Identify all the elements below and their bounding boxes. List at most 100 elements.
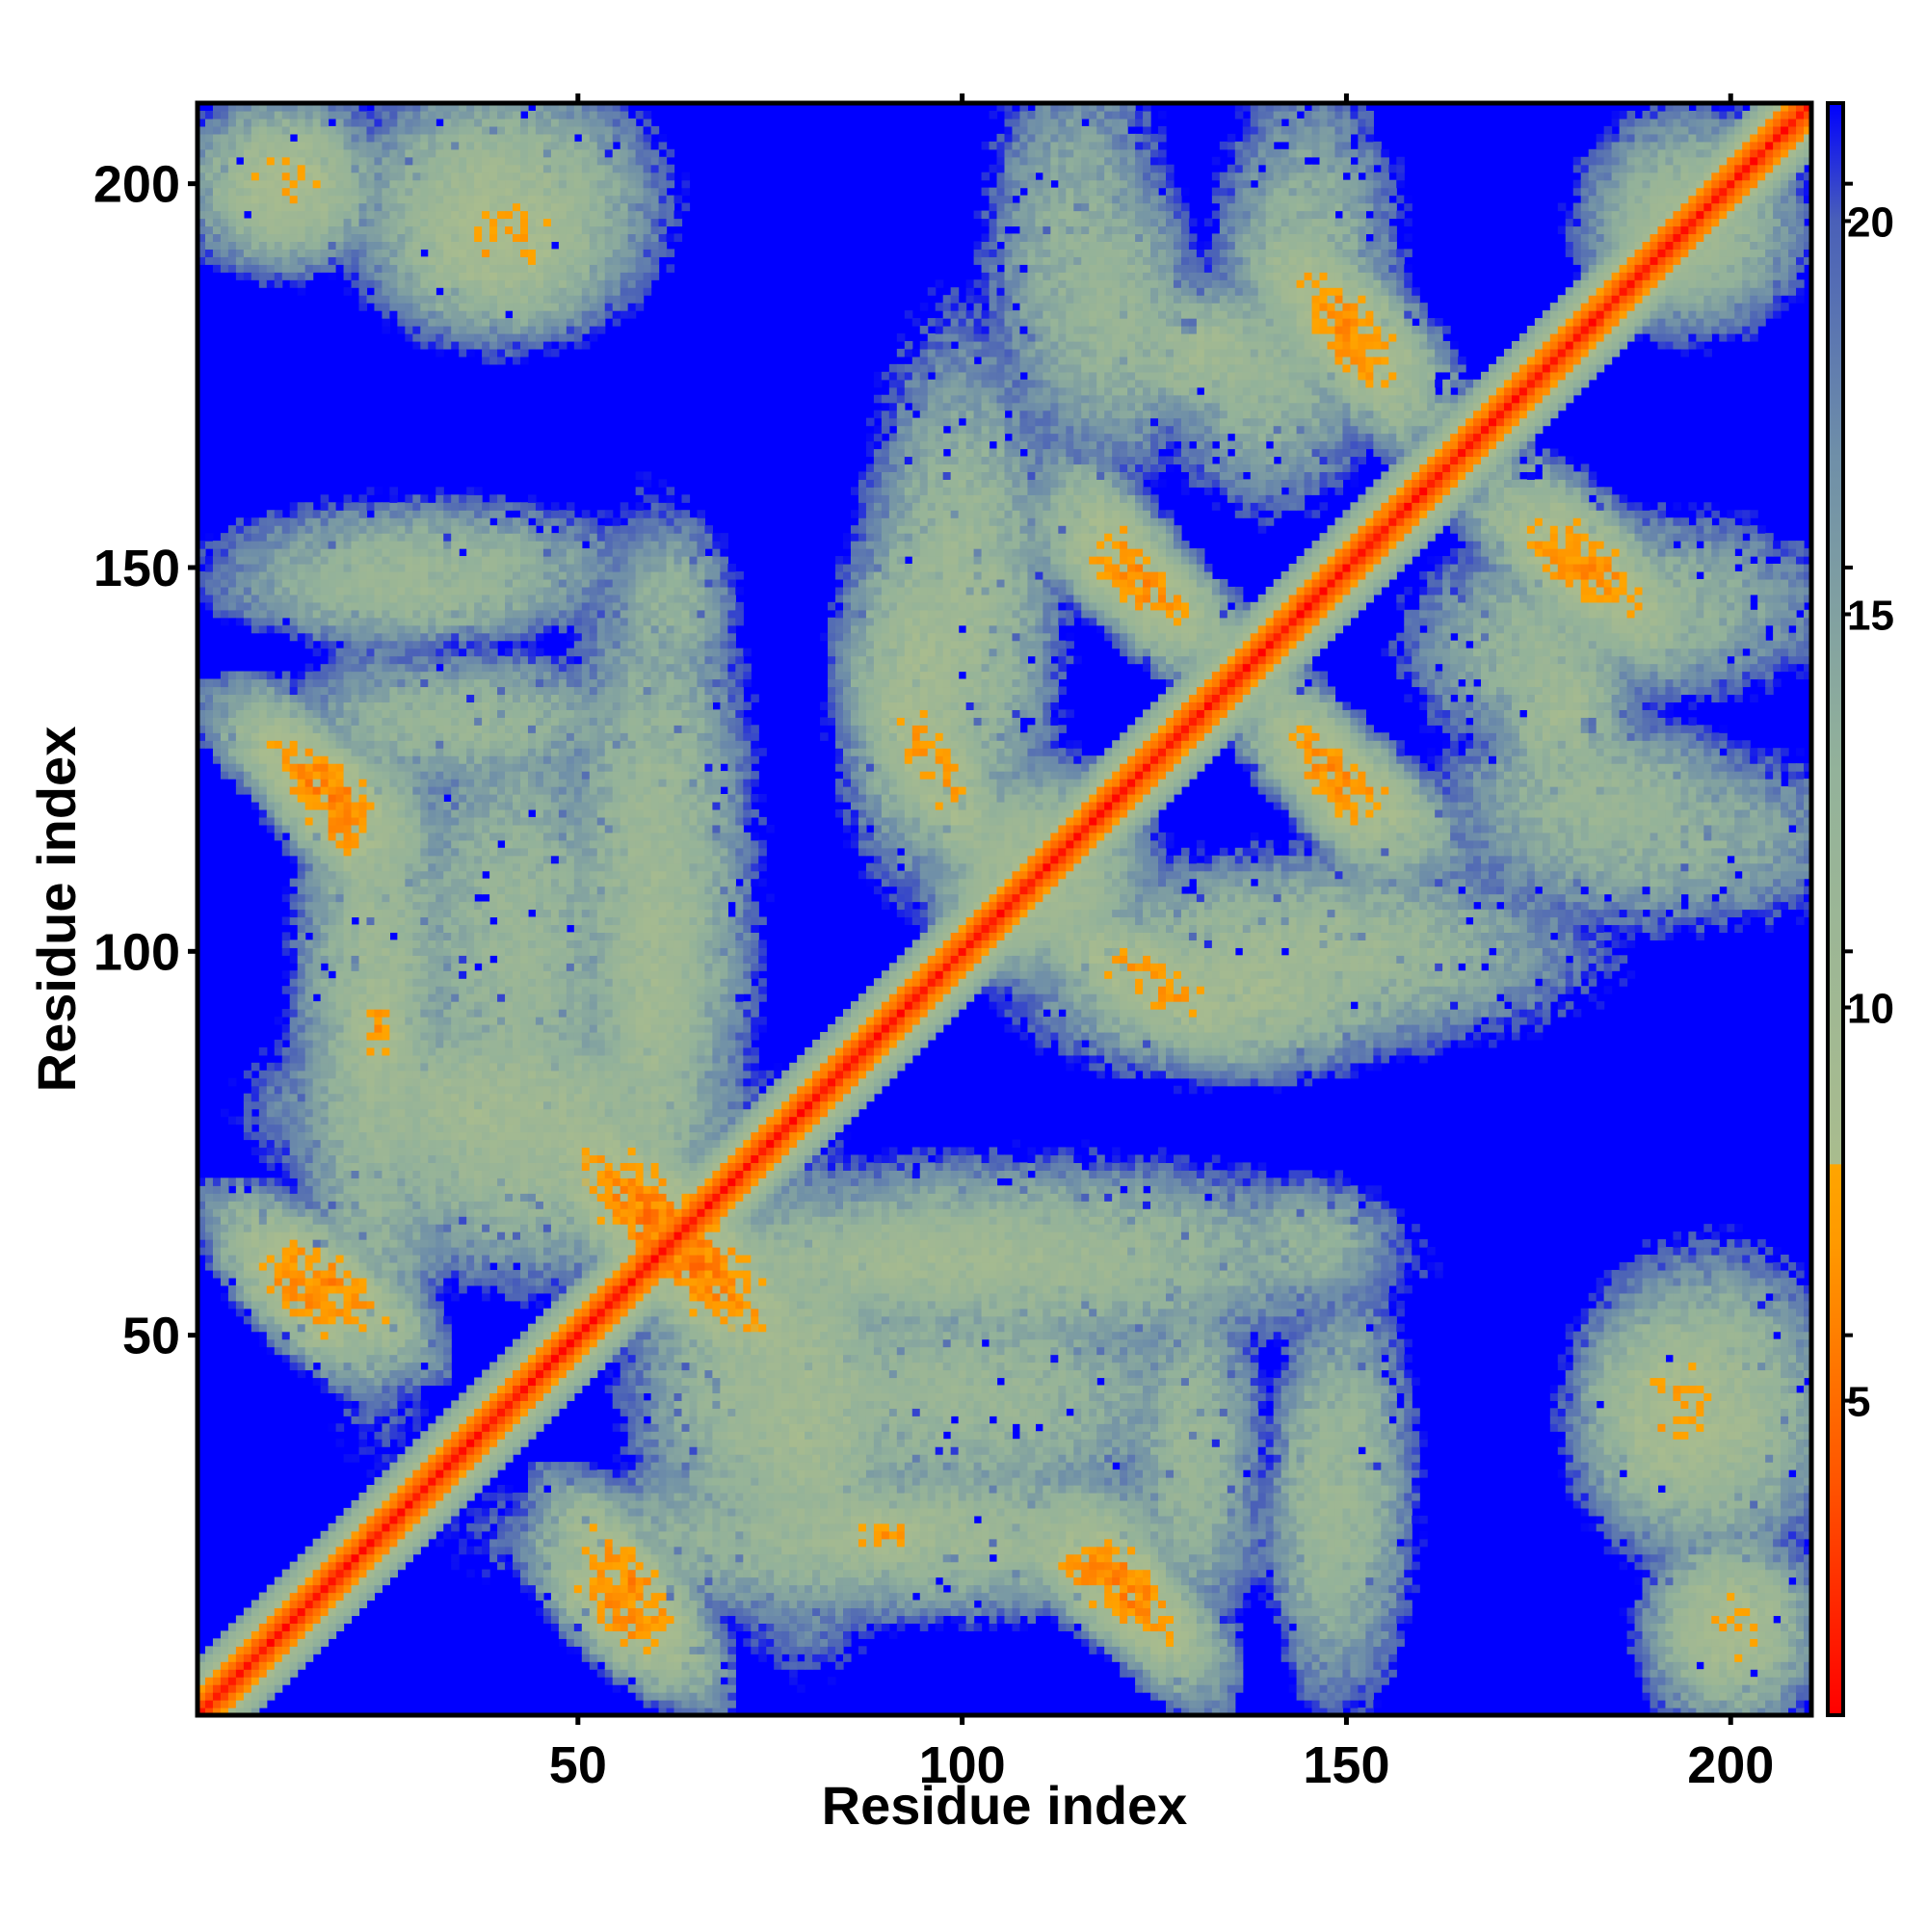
heatmap-cell (236, 779, 245, 787)
heatmap-cell (259, 1654, 268, 1662)
heatmap-cell (352, 1508, 360, 1517)
heatmap-cell (352, 1094, 360, 1102)
heatmap-cell (259, 1332, 268, 1340)
heatmap-cell (397, 932, 406, 940)
heatmap-cell (405, 1162, 413, 1171)
heatmap-cell (397, 648, 406, 657)
heatmap-cell (359, 494, 368, 503)
heatmap-cell (251, 779, 260, 787)
heatmap-cell (389, 1239, 398, 1248)
heatmap-cell (412, 510, 421, 518)
heatmap-cell (344, 1255, 353, 1263)
heatmap-cell (436, 1201, 444, 1209)
heatmap-cell (251, 1309, 260, 1317)
heatmap-cell (236, 1247, 245, 1256)
heatmap-cell (329, 1562, 337, 1571)
heatmap-cell (366, 1347, 375, 1356)
heatmap-cell (290, 502, 299, 511)
heatmap-cell (251, 272, 260, 280)
heatmap-cell (305, 256, 314, 265)
heatmap-cell (329, 241, 337, 250)
heatmap-cell (420, 1154, 429, 1163)
heatmap-cell (359, 1094, 368, 1102)
heatmap-cell (213, 233, 222, 242)
heatmap-cell (474, 771, 483, 780)
heatmap-cell (428, 256, 436, 265)
heatmap-cell (359, 225, 368, 234)
heatmap-cell (321, 233, 330, 242)
heatmap-cell (305, 610, 314, 619)
heatmap-cell (352, 1201, 360, 1209)
heatmap-cell (313, 902, 322, 911)
heatmap-cell (451, 786, 460, 795)
heatmap-cell (428, 279, 436, 288)
heatmap-cell (221, 134, 229, 143)
heatmap-cell (344, 1162, 353, 1171)
heatmap-cell (412, 1347, 421, 1356)
heatmap-cell (298, 947, 306, 956)
heatmap-cell (336, 871, 345, 880)
heatmap-cell (305, 1278, 314, 1286)
heatmap-cell (205, 1247, 214, 1256)
heatmap-cell (336, 1040, 345, 1048)
heatmap-cell (474, 1208, 483, 1217)
heatmap-cell (366, 1392, 375, 1401)
heatmap-cell (389, 879, 398, 887)
heatmap-cell (290, 1332, 299, 1340)
heatmap-cell (359, 725, 368, 733)
heatmap-cell (313, 1154, 322, 1163)
heatmap-cell (412, 134, 421, 143)
heatmap-cell (374, 165, 383, 173)
heatmap-cell (228, 602, 237, 611)
heatmap-cell (459, 840, 467, 849)
heatmap-cell (359, 910, 368, 918)
heatmap-cell (451, 1485, 460, 1494)
heatmap-cell (466, 978, 475, 987)
heatmap-cell (313, 1539, 322, 1548)
heatmap-cell (290, 180, 299, 189)
heatmap-cell (228, 134, 237, 143)
heatmap-cell (359, 303, 368, 311)
heatmap-cell (436, 1185, 444, 1194)
heatmap-cell (374, 794, 383, 803)
heatmap-cell (251, 1646, 260, 1654)
heatmap-cell (428, 856, 436, 864)
heatmap-cell (221, 618, 229, 626)
heatmap-cell (474, 833, 483, 841)
heatmap-cell (405, 241, 413, 250)
heatmap-cell (459, 349, 467, 357)
heatmap-cell (451, 856, 460, 864)
heatmap-cell (466, 119, 475, 127)
heatmap-cell (321, 1001, 330, 1010)
heatmap-cell (313, 264, 322, 273)
heatmap-cell (474, 1508, 483, 1517)
heatmap-cell (420, 1485, 429, 1494)
heatmap-cell (321, 1040, 330, 1048)
heatmap-cell (275, 157, 283, 166)
heatmap-cell (459, 1462, 467, 1470)
heatmap-cell (412, 1247, 421, 1256)
heatmap-cell (298, 525, 306, 534)
heatmap-cell (275, 1623, 283, 1631)
heatmap-cell (352, 1392, 360, 1401)
heatmap-cell (451, 809, 460, 818)
heatmap-cell (382, 924, 390, 933)
heatmap-cell (282, 1316, 291, 1325)
heatmap-cell (382, 1055, 390, 1064)
heatmap-cell (451, 149, 460, 158)
heatmap-cell (205, 119, 214, 127)
heatmap-cell (329, 1086, 337, 1095)
heatmap-cell (352, 924, 360, 933)
heatmap-cell (397, 732, 406, 741)
heatmap-cell (352, 1032, 360, 1041)
heatmap-cell (436, 525, 444, 534)
heatmap-cell (352, 510, 360, 518)
heatmap-cell (344, 771, 353, 780)
heatmap-cell (359, 924, 368, 933)
heatmap-cell (466, 149, 475, 158)
heatmap-cell (205, 180, 214, 189)
heatmap-cell (236, 548, 245, 557)
heatmap-cell (374, 1547, 383, 1555)
heatmap-cell (305, 1078, 314, 1087)
heatmap-cell (451, 717, 460, 726)
